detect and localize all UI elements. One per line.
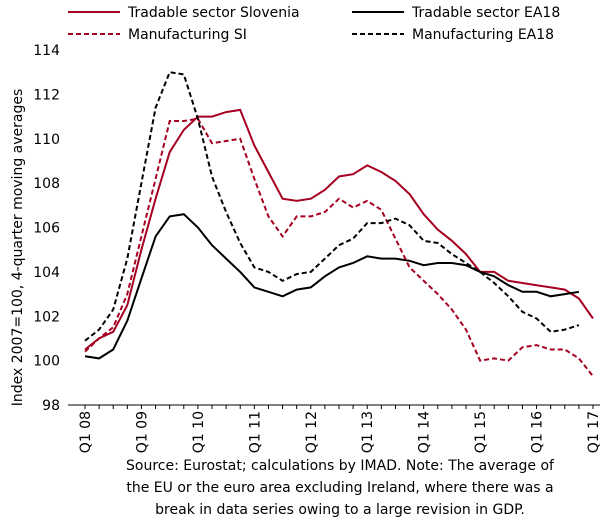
series-line xyxy=(84,117,594,377)
x-tick-label: Q1 14 xyxy=(417,411,433,453)
y-tick-label: 104 xyxy=(33,265,60,281)
y-tick-label: 110 xyxy=(33,132,60,148)
legend-label: Manufacturing SI xyxy=(128,27,247,43)
x-tick-label: Q1 11 xyxy=(247,411,263,453)
series-line xyxy=(84,108,594,351)
y-tick-label: 102 xyxy=(33,309,60,325)
series-line xyxy=(84,213,580,360)
y-tick-label: 106 xyxy=(33,221,60,237)
x-tick-label: Q1 17 xyxy=(586,411,602,453)
source-note: Source: Eurostat; calculations by IMAD. … xyxy=(126,458,555,474)
y-tick-label: 112 xyxy=(33,87,60,103)
x-tick-label: Q1 08 xyxy=(78,411,94,453)
source-note: the EU or the euro area excluding Irelan… xyxy=(126,480,553,496)
x-tick-label: Q1 13 xyxy=(360,411,376,453)
x-tick-label: Q1 10 xyxy=(191,411,207,453)
x-tick-label: Q1 12 xyxy=(304,411,320,453)
x-tick-label: Q1 16 xyxy=(530,411,546,453)
y-tick-label: 114 xyxy=(33,43,60,59)
source-note: break in data series owing to a large re… xyxy=(155,502,525,518)
legend-label: Manufacturing EA18 xyxy=(412,27,554,43)
y-axis-title: Index 2007=100, 4-quarter moving average… xyxy=(10,89,26,407)
x-tick-label: Q1 15 xyxy=(473,411,489,453)
x-tick-label: Q1 09 xyxy=(134,411,150,453)
legend-label: Tradable sector Slovenia xyxy=(127,5,300,21)
y-tick-label: 100 xyxy=(33,354,60,370)
legend-label: Tradable sector EA18 xyxy=(411,5,560,21)
y-tick-label: 108 xyxy=(33,176,60,192)
y-tick-label: 98 xyxy=(42,398,60,414)
series-line xyxy=(84,71,580,342)
